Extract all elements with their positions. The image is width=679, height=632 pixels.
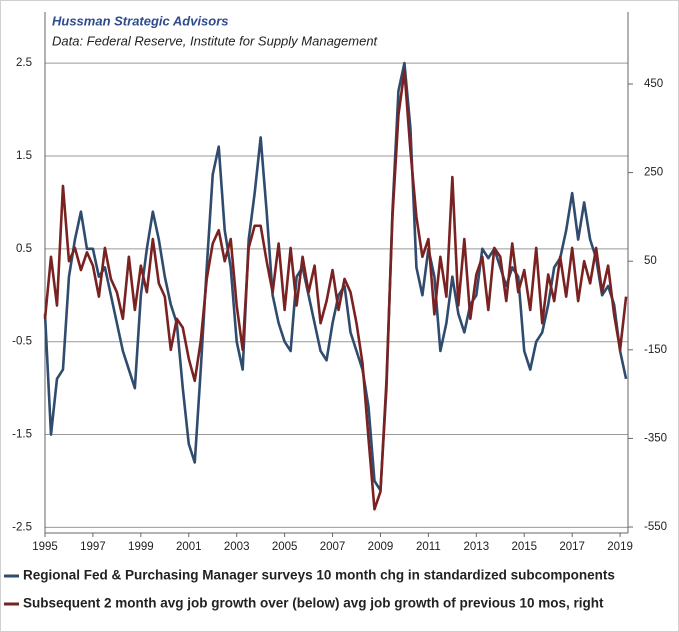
x-tick-label: 2019 <box>607 541 633 553</box>
x-tick-label: 2005 <box>272 541 298 553</box>
y2-tick-label: -150 <box>644 344 667 356</box>
x-tick-label: 2015 <box>511 541 537 553</box>
y2-tick-label: -550 <box>644 521 667 533</box>
x-tick-label: 1995 <box>32 541 58 553</box>
x-tick-label: 2007 <box>320 541 346 553</box>
y2-tick-label: 250 <box>644 167 663 179</box>
chart-subtitle: Data: Federal Reserve, Institute for Sup… <box>52 33 379 48</box>
y-tick-label: -0.5 <box>12 336 32 348</box>
series-line <box>43 61 628 492</box>
x-tick-label: 2017 <box>559 541 585 553</box>
x-tick-label: 1999 <box>128 541 154 553</box>
x-tick-label: 2009 <box>368 541 394 553</box>
y2-tick-label: 450 <box>644 78 663 90</box>
y-tick-label: 2.5 <box>16 57 32 69</box>
legend-label: Subsequent 2 month avg job growth over (… <box>23 596 604 611</box>
x-tick-label: 2011 <box>416 541 441 553</box>
x-tick-label: 2013 <box>464 541 490 553</box>
y-tick-label: -1.5 <box>12 429 32 441</box>
y2-tick-label: -350 <box>644 432 667 444</box>
y-tick-label: 0.5 <box>16 243 32 255</box>
chart-title: Hussman Strategic Advisors <box>52 13 229 28</box>
y-tick-label: 1.5 <box>16 150 32 162</box>
series-line <box>43 69 628 511</box>
y2-tick-label: 50 <box>644 255 657 267</box>
x-tick-label: 2003 <box>224 541 250 553</box>
x-tick-label: 2001 <box>176 541 202 553</box>
y-tick-label: -2.5 <box>12 521 32 533</box>
x-tick-label: 1997 <box>80 541 106 553</box>
legend-label: Regional Fed & Purchasing Manager survey… <box>23 568 615 583</box>
